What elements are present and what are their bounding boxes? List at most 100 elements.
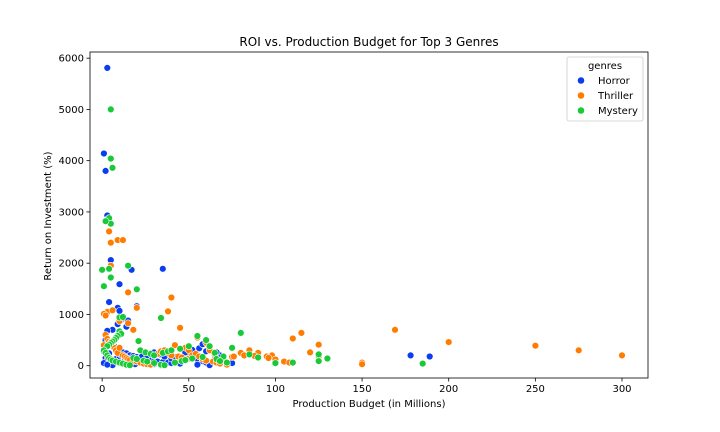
data-point [115, 307, 124, 315]
data-point [171, 341, 179, 349]
data-point [188, 354, 196, 363]
data-point [574, 346, 583, 354]
data-point [100, 149, 108, 158]
data-point [107, 239, 115, 247]
data-point [193, 361, 202, 369]
data-point [103, 64, 112, 72]
data-point [391, 326, 399, 334]
series-mystery [98, 105, 427, 369]
data-point [107, 273, 115, 282]
data-point [297, 329, 306, 337]
data-point [108, 306, 117, 314]
data-point [264, 354, 273, 362]
data-point [133, 355, 141, 363]
data-point [181, 356, 190, 364]
y-axis-label: Return on Investment (%) [43, 151, 54, 280]
data-point [289, 358, 297, 367]
data-point [185, 342, 193, 350]
data-point [358, 360, 366, 368]
y-tick-label: 0 [78, 361, 84, 372]
data-point [98, 266, 106, 274]
y-tick-label: 3000 [59, 207, 84, 218]
data-point [150, 359, 158, 367]
x-tick-label: 200 [439, 384, 458, 395]
x-tick-label: 150 [353, 384, 372, 395]
data-point [126, 361, 134, 369]
data-point [426, 352, 434, 361]
x-tick-label: 50 [182, 384, 195, 395]
y-tick-label: 1000 [59, 310, 84, 321]
data-point [167, 293, 176, 302]
x-axis-label: Production Budget (in Millions) [292, 399, 445, 410]
legend-label: Mystery [598, 106, 638, 117]
data-point [115, 280, 124, 288]
data-point [119, 236, 127, 244]
data-point [202, 336, 210, 344]
data-point [119, 313, 127, 321]
y-tick-label: 6000 [59, 54, 84, 65]
legend-marker [577, 91, 585, 100]
data-point [306, 348, 314, 357]
data-point [167, 346, 176, 354]
data-point [228, 344, 236, 352]
legend-label: Horror [598, 76, 631, 87]
data-point [245, 350, 254, 359]
data-point [254, 353, 262, 362]
data-point [315, 350, 323, 359]
data-point [108, 164, 117, 172]
data-point [323, 354, 332, 363]
data-point [406, 351, 415, 360]
data-point [134, 337, 143, 345]
data-point [618, 351, 626, 360]
legend-label: Thriller [597, 91, 634, 102]
data-point [101, 167, 110, 175]
data-point [133, 285, 141, 293]
data-point [143, 357, 151, 366]
data-point [107, 105, 115, 114]
data-point [101, 217, 110, 225]
data-point [315, 357, 323, 365]
data-point [223, 358, 231, 367]
data-point [176, 324, 184, 332]
data-point [198, 353, 207, 361]
data-point [315, 341, 323, 349]
data-point [230, 352, 238, 361]
data-point [160, 361, 169, 369]
data-point [159, 265, 167, 273]
data-point [157, 314, 165, 322]
data-point [107, 154, 115, 163]
data-point [193, 332, 202, 340]
legend: genres Horror Thriller Mystery [566, 56, 644, 122]
data-point [216, 357, 224, 365]
data-point [150, 351, 158, 360]
data-point [124, 262, 132, 270]
data-point [289, 334, 297, 343]
y-tick-label: 2000 [59, 259, 84, 270]
data-point [237, 329, 245, 337]
data-point [171, 358, 179, 367]
legend-box [566, 56, 644, 122]
data-point [445, 338, 453, 346]
y-tick-label: 5000 [59, 105, 84, 116]
data-point [164, 307, 172, 316]
data-point [419, 359, 427, 368]
data-point [531, 342, 540, 350]
data-point [105, 298, 113, 306]
data-point [205, 342, 214, 350]
data-point [211, 349, 219, 357]
plot-area: 0 50 100 150 200 250 3000100020003000400050006… [59, 51, 649, 395]
data-point [176, 345, 184, 353]
axes-frame [89, 51, 649, 379]
data-point [100, 282, 108, 290]
data-point [133, 304, 141, 312]
x-tick-label: 100 [266, 384, 285, 395]
data-point [101, 311, 110, 320]
data-point [103, 361, 112, 369]
x-tick-label: 0 [99, 384, 105, 395]
legend-marker [577, 106, 585, 115]
data-point [129, 326, 138, 334]
legend-title: genres [588, 61, 622, 72]
data-point [124, 288, 132, 297]
data-point [271, 359, 280, 367]
